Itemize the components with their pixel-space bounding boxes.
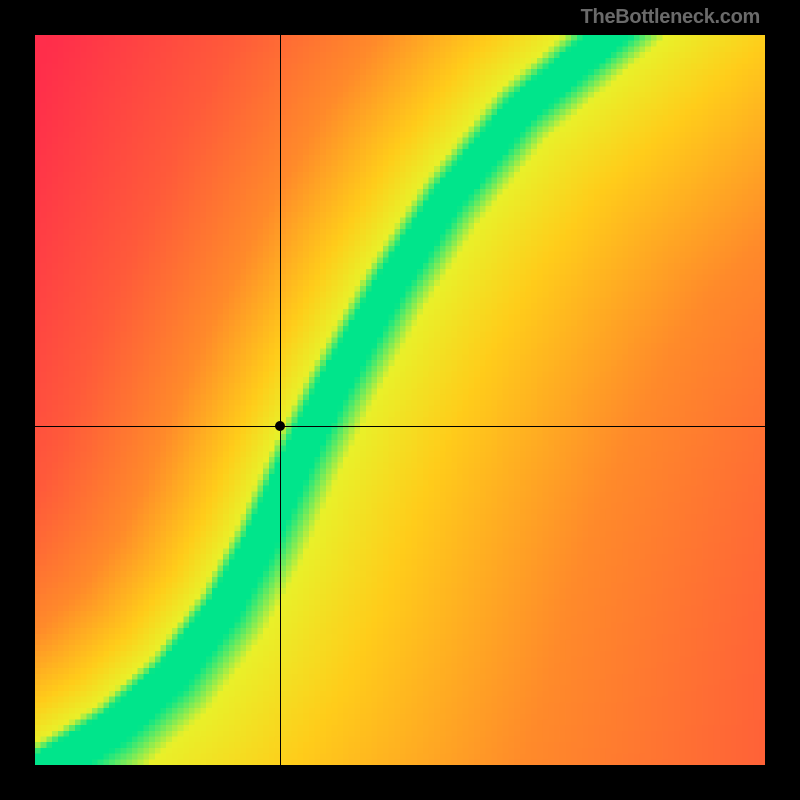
heatmap-canvas — [35, 35, 765, 765]
heatmap-plot — [35, 35, 765, 765]
watermark-text: TheBottleneck.com — [581, 6, 760, 29]
frame: TheBottleneck.com — [0, 0, 800, 800]
